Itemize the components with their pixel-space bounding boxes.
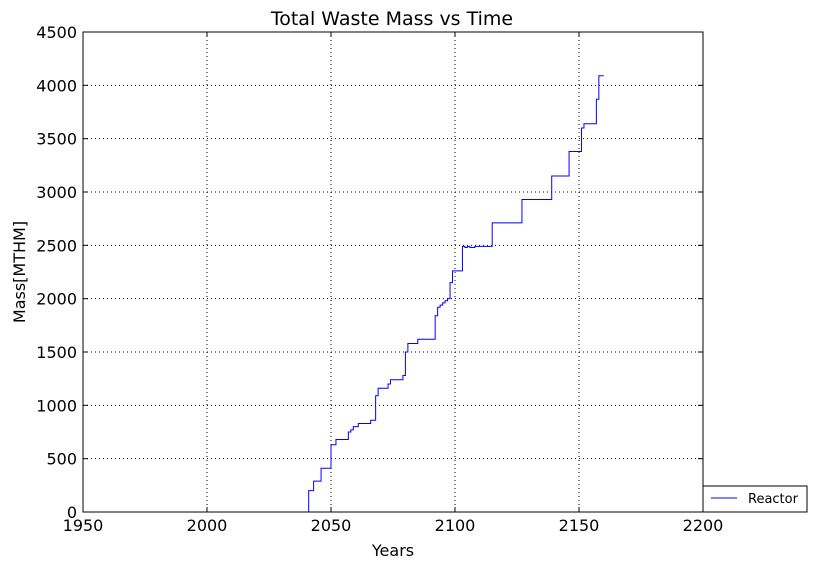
x-tick-label: 2150 [559,516,600,535]
chart-title: Total Waste Mass vs Time [270,8,513,30]
y-tick-label: 2500 [36,236,77,255]
legend: Reactor [702,485,808,513]
grid-lines [83,32,703,512]
axis-ticks: 1950 2000 2050 2100 2150 2200 0 500 1000 1500 2000… [36,23,723,535]
y-tick-label: 500 [46,450,77,469]
x-tick-label: 1950 [63,516,104,535]
y-tick-label: 1000 [36,396,77,415]
y-tick-label: 4000 [36,76,77,95]
legend-label-reactor: Reactor [748,492,799,507]
x-axis-label: Years [371,541,414,560]
y-tick-label: 2000 [36,290,77,309]
series-layer [132,75,604,513]
x-tick-label: 2000 [187,516,228,535]
plot-frame [82,31,704,513]
series-line-reactor [132,75,604,513]
x-tick-label: 2100 [435,516,476,535]
y-tick-label: 0 [67,503,77,522]
x-tick-label: 2200 [683,516,724,535]
x-tick-label: 2050 [311,516,352,535]
y-tick-label: 4500 [36,23,77,42]
y-tick-label: 3500 [36,130,77,149]
y-tick-label: 3000 [36,183,77,202]
legend-box [702,485,808,513]
y-axis-label: Mass[MTHM] [10,221,29,323]
y-tick-label: 1500 [36,343,77,362]
